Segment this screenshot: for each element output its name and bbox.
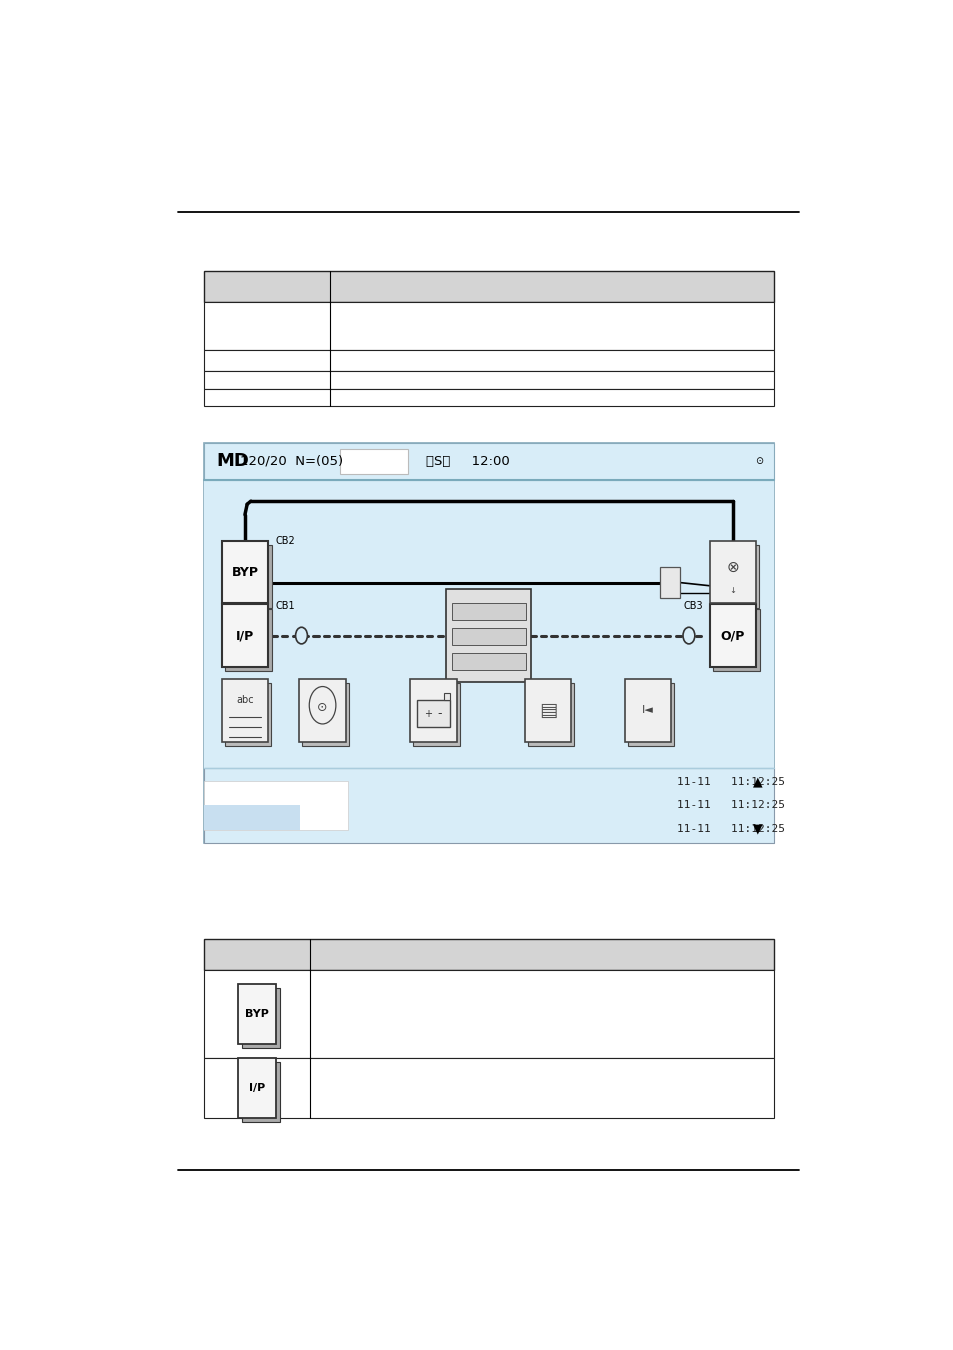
Circle shape (295, 628, 307, 644)
Bar (524, 679, 571, 741)
Text: ⊙: ⊙ (317, 701, 328, 714)
Bar (413, 683, 459, 745)
Bar (224, 683, 271, 745)
Bar (627, 683, 674, 745)
Bar (712, 545, 759, 608)
Bar (416, 701, 449, 728)
Bar (709, 605, 756, 667)
Bar (225, 609, 272, 671)
Text: （S）     12:00: （S） 12:00 (426, 455, 509, 468)
Bar (237, 1058, 276, 1118)
Bar (204, 302, 773, 350)
Text: 11-11   11:12:25: 11-11 11:12:25 (677, 825, 784, 834)
Text: I/P: I/P (249, 1083, 265, 1094)
Text: ▤: ▤ (538, 701, 557, 720)
Bar (443, 693, 449, 701)
Bar (204, 806, 300, 830)
Bar (204, 1058, 773, 1118)
Bar (204, 481, 773, 768)
Text: Ⅰ◄: Ⅰ◄ (641, 706, 653, 716)
Text: I/P: I/P (235, 629, 253, 643)
Text: ↓: ↓ (729, 586, 736, 595)
Bar (452, 603, 525, 620)
Bar (204, 938, 773, 969)
Text: ▲: ▲ (752, 775, 761, 788)
Bar (339, 450, 407, 474)
Bar (410, 679, 456, 741)
Bar (299, 679, 346, 741)
Text: ⊙: ⊙ (754, 456, 762, 466)
Text: abc: abc (236, 695, 253, 705)
Bar (452, 628, 525, 645)
Bar (446, 589, 531, 682)
Text: BYP: BYP (232, 566, 258, 579)
Text: -: - (436, 707, 441, 720)
Bar (452, 653, 525, 670)
Bar (241, 1062, 280, 1122)
Text: 120/20  N=(05): 120/20 N=(05) (239, 455, 342, 468)
Bar (204, 768, 773, 842)
Text: ⊗: ⊗ (726, 559, 739, 575)
Text: CB1: CB1 (275, 602, 294, 612)
Bar (713, 609, 760, 671)
Text: 11-11   11:12:25: 11-11 11:12:25 (677, 776, 784, 787)
Bar (624, 679, 671, 741)
Text: +: + (423, 709, 431, 718)
Bar (225, 545, 272, 608)
Bar (204, 389, 773, 406)
Text: MD: MD (216, 452, 249, 470)
Text: CB2: CB2 (275, 536, 295, 545)
Circle shape (682, 628, 694, 644)
Bar (204, 271, 773, 302)
Bar (302, 683, 349, 745)
Text: 11-11   11:12:25: 11-11 11:12:25 (677, 801, 784, 810)
Text: CB3: CB3 (683, 602, 702, 612)
Bar (204, 969, 773, 1058)
Bar (659, 567, 679, 598)
Bar (204, 443, 773, 481)
Bar (204, 371, 773, 389)
Bar (204, 780, 348, 830)
Bar (241, 988, 280, 1048)
Bar (204, 443, 773, 842)
Circle shape (309, 687, 335, 724)
Bar (221, 541, 268, 603)
Text: BYP: BYP (245, 1008, 269, 1019)
Text: ▼: ▼ (752, 824, 761, 836)
Bar (204, 350, 773, 371)
Bar (221, 679, 268, 741)
Bar (527, 683, 574, 745)
Bar (237, 984, 276, 1044)
Bar (221, 605, 268, 667)
Text: O/P: O/P (720, 629, 744, 643)
Bar (709, 541, 756, 603)
